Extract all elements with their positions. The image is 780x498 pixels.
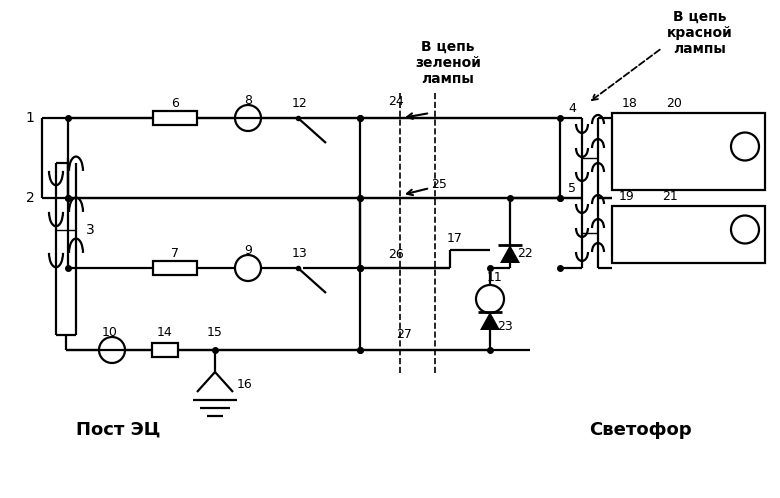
Text: 9: 9 [244, 244, 252, 256]
Text: 2: 2 [26, 191, 34, 205]
Text: 21: 21 [662, 190, 678, 203]
Text: 18: 18 [622, 97, 638, 110]
Text: В цепь
зеленой
лампы: В цепь зеленой лампы [415, 40, 481, 86]
Text: 16: 16 [237, 378, 253, 391]
Text: 8: 8 [244, 94, 252, 107]
Text: 12: 12 [292, 97, 308, 110]
Text: 11: 11 [488, 270, 503, 283]
Bar [612, 113, 765, 190]
Text: 20: 20 [666, 97, 682, 110]
Text: Пост ЭЦ: Пост ЭЦ [76, 421, 160, 439]
Text: В цепь
красной
лампы: В цепь красной лампы [667, 10, 733, 56]
Text: Светофор: Светофор [589, 421, 691, 439]
Polygon shape [500, 245, 520, 263]
Bar [612, 206, 765, 263]
Text: 24: 24 [388, 95, 404, 108]
Text: 6: 6 [171, 97, 179, 110]
Text: 10: 10 [102, 326, 118, 339]
Text: 23: 23 [497, 321, 513, 334]
Text: 7: 7 [171, 247, 179, 259]
Text: 15: 15 [207, 326, 223, 339]
Text: 14: 14 [157, 326, 173, 339]
Text: 3: 3 [86, 223, 94, 237]
Text: 26: 26 [388, 248, 404, 260]
Text: 22: 22 [517, 247, 533, 259]
Text: 19: 19 [619, 190, 635, 203]
Bar [153, 261, 197, 275]
Text: 17: 17 [447, 232, 463, 245]
Text: 25: 25 [431, 177, 447, 191]
Text: 27: 27 [396, 328, 412, 341]
Text: 4: 4 [568, 102, 576, 115]
Bar [153, 111, 197, 125]
Text: 13: 13 [292, 247, 308, 259]
Text: 5: 5 [568, 181, 576, 195]
Text: 1: 1 [26, 111, 34, 125]
Polygon shape [480, 312, 500, 330]
Bar [152, 343, 178, 357]
